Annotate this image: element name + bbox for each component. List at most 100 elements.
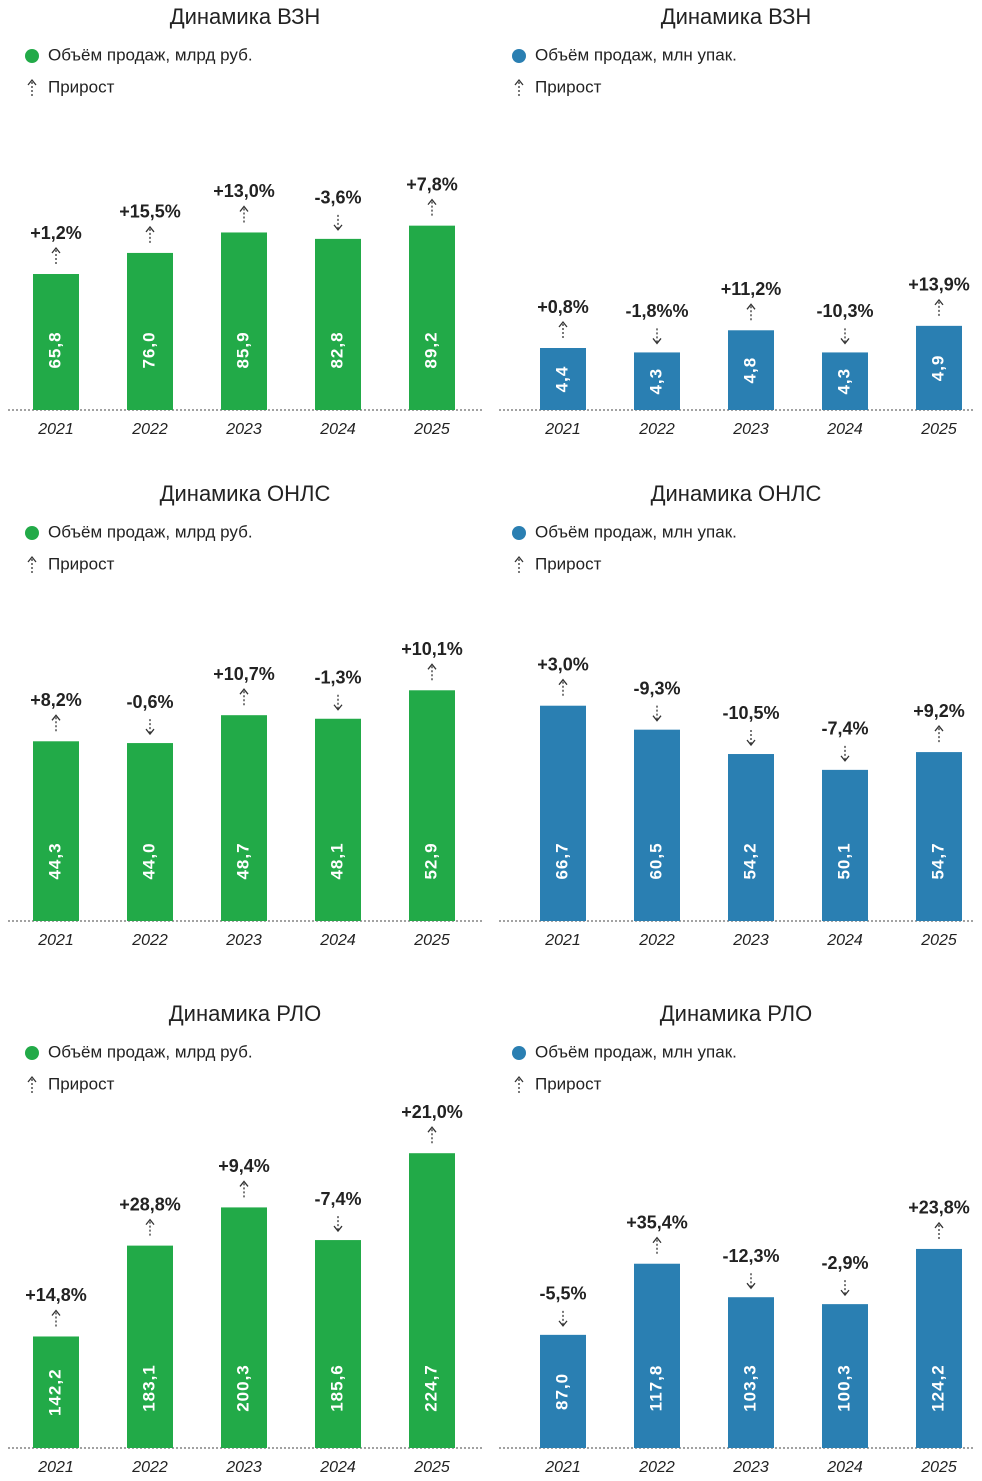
growth-arrow-head [934, 298, 944, 306]
growth-label: -10,3% [816, 301, 873, 321]
growth-arrow-head [652, 715, 662, 722]
bar [315, 238, 361, 410]
value-label: 124,2 [928, 1364, 947, 1412]
chart-title: Динамика РЛО [660, 1001, 812, 1026]
growth-arrow-head [652, 1236, 662, 1244]
chart-title: Динамика РЛО [169, 1001, 321, 1026]
growth-arrow-head [51, 714, 61, 721]
growth-arrow-head [239, 1180, 249, 1187]
x-tick-label: 2022 [131, 932, 168, 949]
growth-arrow-head [145, 1218, 155, 1226]
growth-label: +28,8% [119, 1194, 181, 1214]
growth-arrow-head [145, 225, 155, 233]
growth-label: -2,9% [821, 1253, 868, 1273]
growth-label: +7,8% [406, 174, 458, 194]
value-label: 185,6 [327, 1364, 346, 1412]
value-label: 82,8 [327, 331, 346, 368]
growth-label: +9,2% [913, 701, 965, 721]
bar [221, 1207, 267, 1448]
bar [127, 1245, 173, 1448]
growth-label: +10,1% [401, 639, 463, 659]
growth-arrow-head [746, 303, 756, 310]
legend-label: Прирост [48, 77, 115, 96]
bar [315, 1240, 361, 1448]
x-tick-label: 2024 [319, 932, 356, 949]
x-tick-label: 2021 [37, 1459, 74, 1476]
growth-arrow-head [27, 555, 37, 563]
growth-label: +13,9% [908, 275, 970, 295]
x-tick-label: 2021 [37, 932, 74, 949]
bar [315, 718, 361, 921]
x-tick-label: 2023 [732, 421, 769, 438]
growth-label: -0,6% [126, 692, 173, 712]
bar [127, 252, 173, 410]
growth-label: -10,5% [722, 703, 779, 723]
legend-label: Прирост [535, 1074, 602, 1093]
growth-arrow-head [239, 688, 249, 695]
bar [409, 690, 455, 921]
legend-swatch [512, 526, 526, 540]
chart: Динамика ВЗН Объём продаж, млрд руб. Приро… [8, 4, 484, 438]
growth-arrow-head [514, 1075, 524, 1083]
x-tick-label: 2025 [413, 421, 450, 438]
growth-label: +14,8% [25, 1285, 87, 1305]
legend-swatch [512, 1046, 526, 1060]
x-tick-label: 2021 [544, 421, 581, 438]
x-tick-label: 2022 [638, 1459, 675, 1476]
chart: Динамика РЛО Объём продаж, млн упак. Приро… [499, 1001, 975, 1476]
legend-label: Объём продаж, млн упак. [535, 1042, 737, 1061]
x-tick-label: 2022 [638, 421, 675, 438]
chart-title: Динамика ВЗН [170, 4, 321, 29]
bar [33, 274, 79, 410]
legend-swatch [25, 1046, 39, 1060]
growth-arrow-head [652, 338, 662, 345]
value-label: 4,4 [552, 366, 571, 393]
growth-arrow-head [333, 1225, 343, 1233]
legend-label: Объём продаж, млрд руб. [48, 1042, 253, 1061]
growth-label: +23,8% [908, 1198, 970, 1218]
x-tick-label: 2023 [225, 932, 262, 949]
bar [540, 705, 586, 921]
bar [822, 1304, 868, 1448]
growth-label: +8,2% [30, 690, 82, 710]
legend-label: Объём продаж, млн упак. [535, 522, 737, 541]
growth-arrow-head [558, 320, 568, 328]
bar [221, 232, 267, 410]
growth-arrow-head [427, 198, 437, 206]
growth-label: +21,0% [401, 1102, 463, 1122]
chart-title: Динамика ОНЛС [160, 481, 331, 506]
x-tick-label: 2024 [319, 421, 356, 438]
x-tick-label: 2023 [225, 1459, 262, 1476]
bar [916, 752, 962, 921]
value-label: 85,9 [233, 331, 252, 368]
x-tick-label: 2024 [826, 1459, 863, 1476]
growth-arrow-head [514, 555, 524, 563]
x-tick-label: 2022 [131, 1459, 168, 1476]
value-label: 54,2 [740, 842, 759, 879]
bar [916, 325, 962, 410]
growth-label: +0,8% [537, 297, 589, 317]
value-label: 76,0 [139, 331, 158, 368]
value-label: 100,3 [834, 1364, 853, 1412]
value-label: 52,9 [421, 842, 440, 879]
legend-swatch [25, 49, 39, 63]
growth-label: -9,3% [633, 678, 680, 698]
x-tick-label: 2024 [826, 932, 863, 949]
x-tick-label: 2021 [544, 1459, 581, 1476]
x-tick-label: 2024 [826, 421, 863, 438]
bar [728, 754, 774, 921]
value-label: 103,3 [740, 1364, 759, 1412]
bar [127, 743, 173, 921]
x-tick-label: 2023 [732, 932, 769, 949]
x-tick-label: 2021 [544, 932, 581, 949]
growth-label: -3,6% [314, 188, 361, 208]
x-tick-label: 2025 [920, 932, 957, 949]
value-label: 183,1 [139, 1364, 158, 1412]
growth-arrow-head [840, 755, 850, 762]
growth-arrow-head [27, 1075, 37, 1083]
bar [634, 352, 680, 410]
legend-label: Объём продаж, млрд руб. [48, 45, 253, 64]
growth-arrow-head [558, 1320, 568, 1327]
value-label: 4,3 [646, 368, 665, 395]
growth-arrow-head [746, 1282, 756, 1290]
